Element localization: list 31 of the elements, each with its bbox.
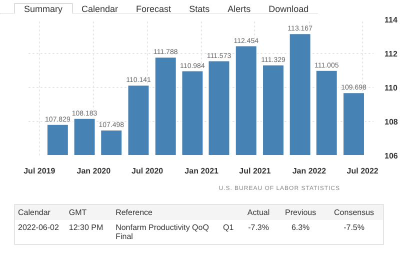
text: 12:30 PM bbox=[68, 222, 104, 234]
x-tick-label: Jan 2021 bbox=[184, 166, 220, 176]
text: -7.5% bbox=[342, 222, 366, 234]
text: 6.3% bbox=[290, 222, 311, 234]
y-tick-label: 110 bbox=[384, 84, 398, 92]
text: Previous bbox=[284, 207, 318, 219]
text: GMT bbox=[68, 207, 88, 219]
text: Actual bbox=[246, 207, 271, 219]
x-tick-label: Jul 2021 bbox=[239, 166, 272, 176]
text: Calendar bbox=[80, 4, 120, 14]
x-tick-label: Jan 2022 bbox=[292, 166, 327, 176]
text: -7.3% bbox=[247, 222, 270, 234]
x-tick-label: Jul 2020 bbox=[132, 166, 164, 176]
text: Nonfarm Productivity QoQ Final bbox=[114, 222, 210, 243]
y-tick-label: 112 bbox=[384, 50, 398, 58]
text: Download bbox=[268, 4, 310, 14]
y-tick-label: 114 bbox=[384, 16, 398, 24]
text: Calendar bbox=[17, 207, 52, 219]
x-tick-label: Jan 2020 bbox=[76, 166, 112, 176]
text: 2022-06-02 bbox=[17, 222, 60, 234]
text: Forecast bbox=[135, 4, 172, 14]
y-tick-label: 108 bbox=[384, 118, 398, 126]
y-tick-label: 106 bbox=[384, 152, 398, 160]
text: Q1 bbox=[222, 222, 235, 234]
text: Alerts bbox=[226, 4, 252, 14]
text: Summary bbox=[14, 3, 73, 14]
x-tick-label: Jul 2019 bbox=[24, 166, 56, 176]
text: Stats bbox=[188, 4, 211, 14]
x-tick-label: Jul 2022 bbox=[346, 166, 379, 176]
text: Reference bbox=[114, 207, 154, 219]
text: Consensus bbox=[333, 207, 376, 219]
